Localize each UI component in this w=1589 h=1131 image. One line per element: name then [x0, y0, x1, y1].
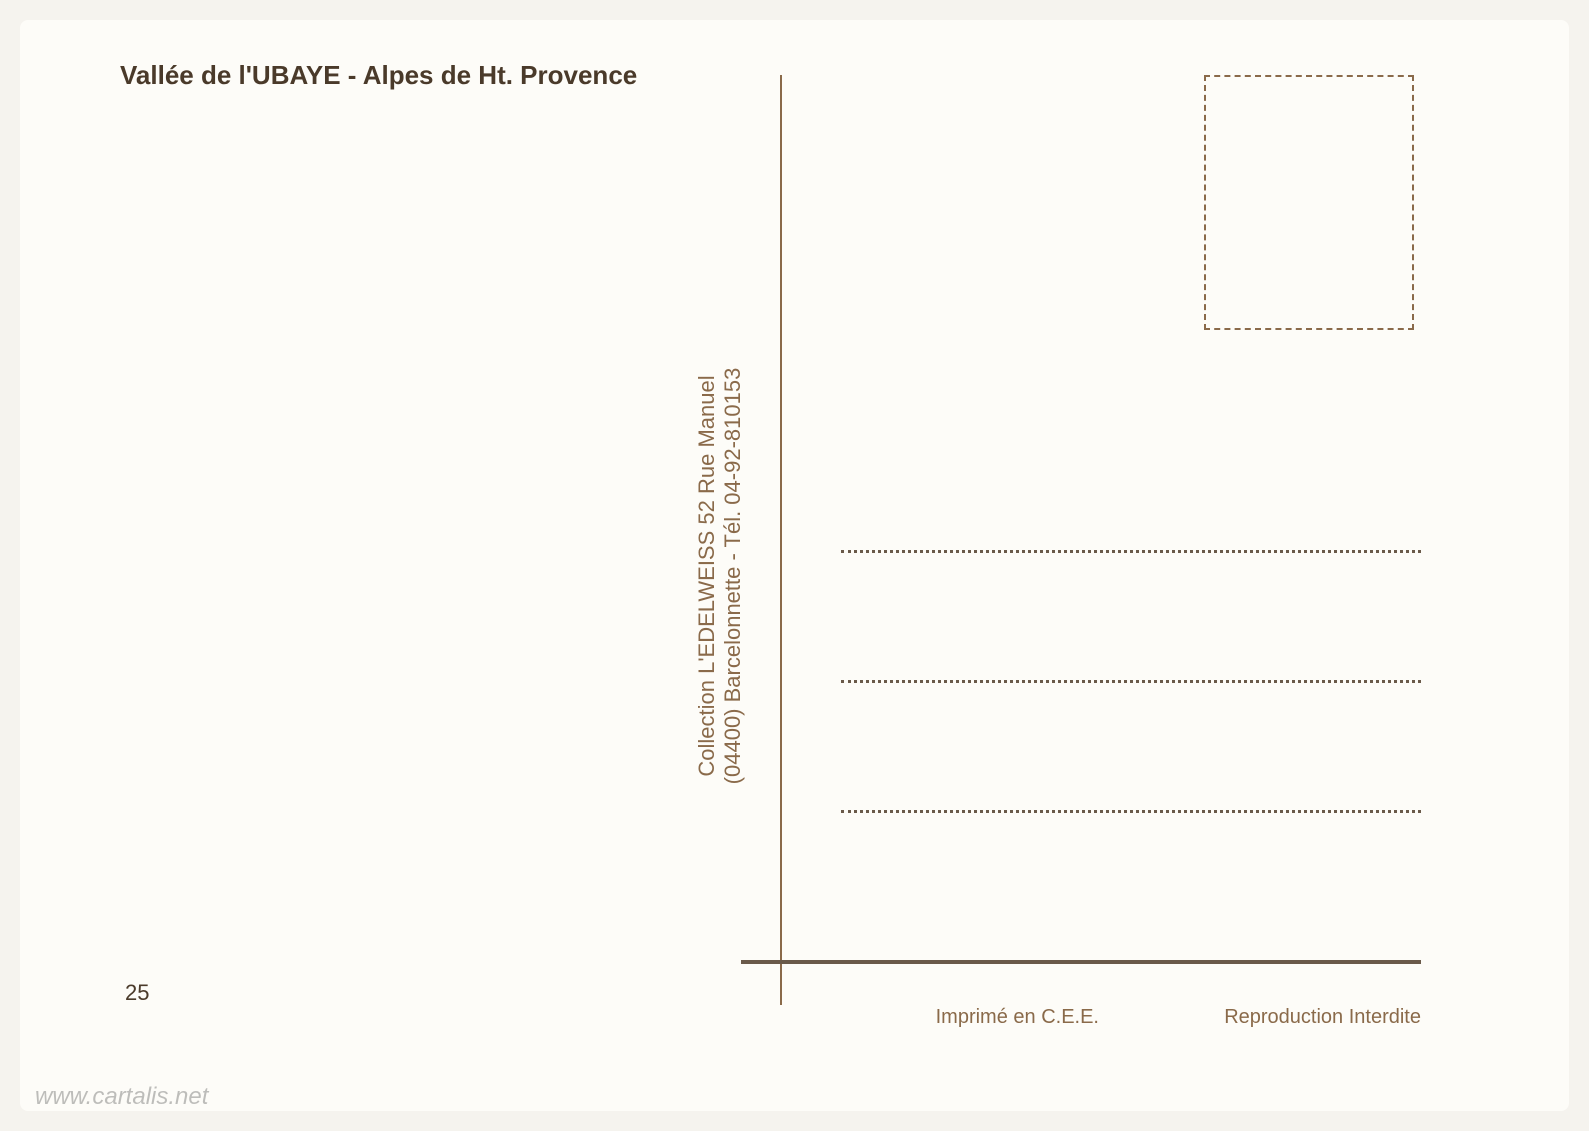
center-divider	[780, 75, 782, 1005]
location-title: Vallée de l'UBAYE - Alpes de Ht. Provenc…	[120, 60, 637, 91]
footer-copyright: Reproduction Interdite	[1224, 1006, 1421, 1029]
postcard-back: Vallée de l'UBAYE - Alpes de Ht. Provenc…	[20, 20, 1569, 1111]
publisher-line-1: Collection L'EDELWEISS 52 Rue Manuel	[694, 226, 720, 926]
address-line-2	[841, 680, 1421, 683]
stamp-placeholder	[1204, 75, 1414, 330]
serial-number: 25	[125, 980, 149, 1006]
watermark: www.cartalis.net	[35, 1083, 208, 1111]
address-underline	[741, 960, 1421, 964]
address-line-3	[841, 810, 1421, 813]
footer-printed-in: Imprimé en C.E.E.	[936, 1006, 1099, 1029]
publisher-line-2: (04400) Barcelonnette - Tél. 04-92-81015…	[720, 226, 746, 926]
address-line-1	[841, 550, 1421, 553]
